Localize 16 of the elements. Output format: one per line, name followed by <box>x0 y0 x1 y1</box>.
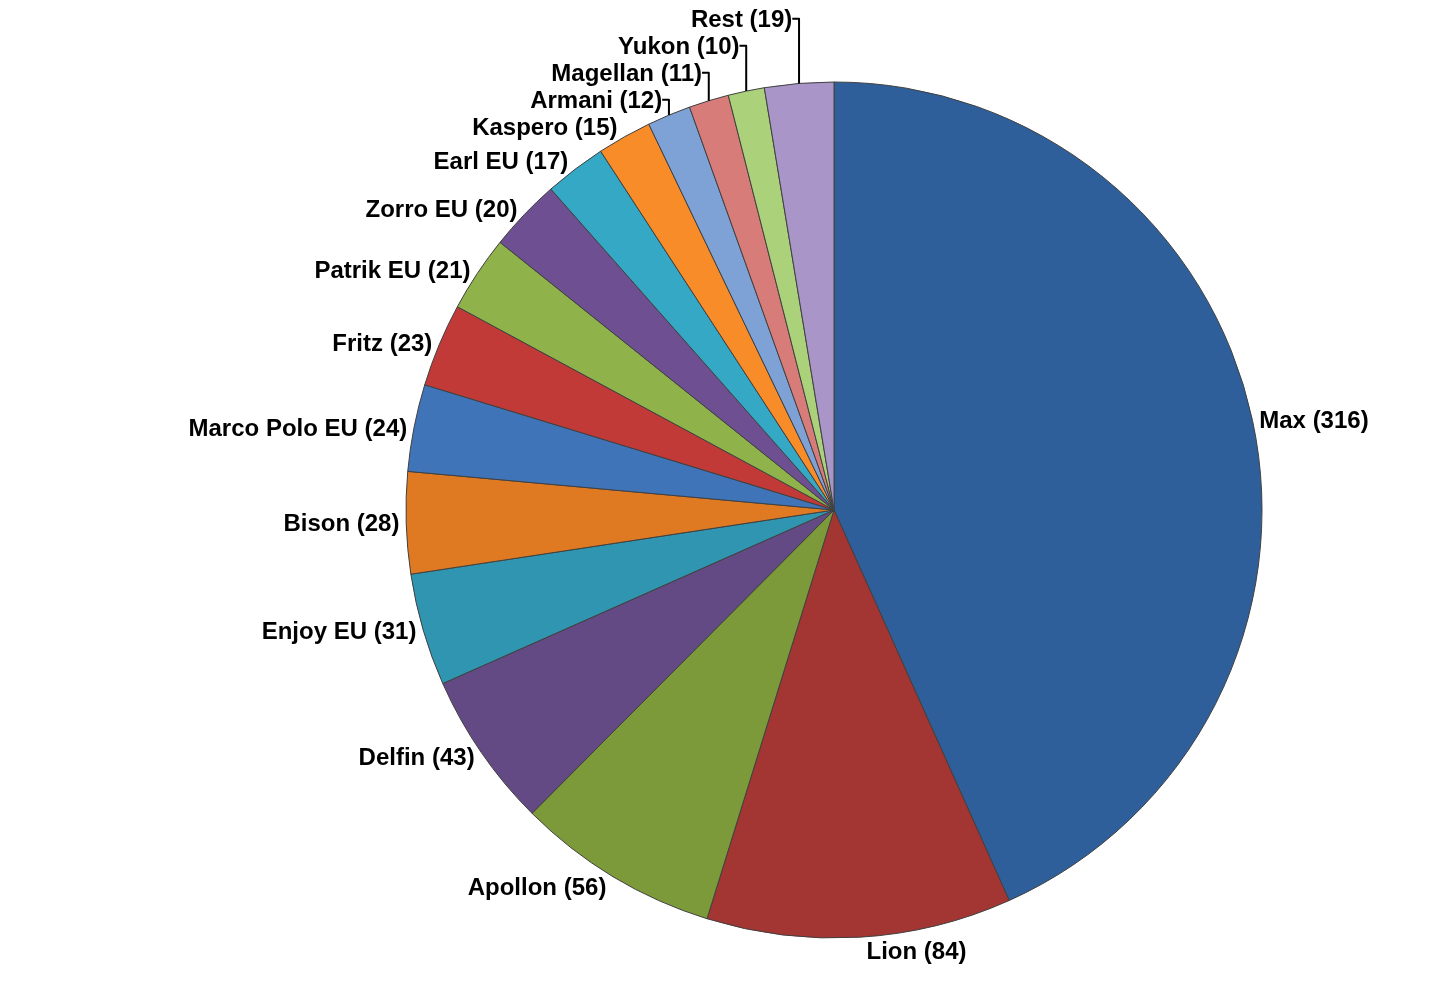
slice-label: Yukon (10) <box>618 32 740 60</box>
slice-label: Enjoy EU (31) <box>261 617 417 645</box>
slice-label: Zorro EU (20) <box>365 194 518 222</box>
slice-label: Bison (28) <box>283 509 400 537</box>
slice-label: Lion (84) <box>866 937 967 965</box>
slice-label: Max (316) <box>1259 406 1369 434</box>
slice-label: Earl EU (17) <box>433 147 569 175</box>
slice-label: Delfin (43) <box>358 743 475 771</box>
slice-label: Kaspero (15) <box>472 113 618 141</box>
slice-label: Patrik EU (21) <box>314 255 471 283</box>
slice-label: Apollon (56) <box>467 873 607 901</box>
slice-label: Fritz (23) <box>332 329 433 357</box>
slice-label: Marco Polo EU (24) <box>188 413 408 441</box>
slice-label: Rest (19) <box>690 5 793 33</box>
slice-label: Magellan (11) <box>551 59 703 87</box>
slice-label: Armani (12) <box>530 86 663 114</box>
